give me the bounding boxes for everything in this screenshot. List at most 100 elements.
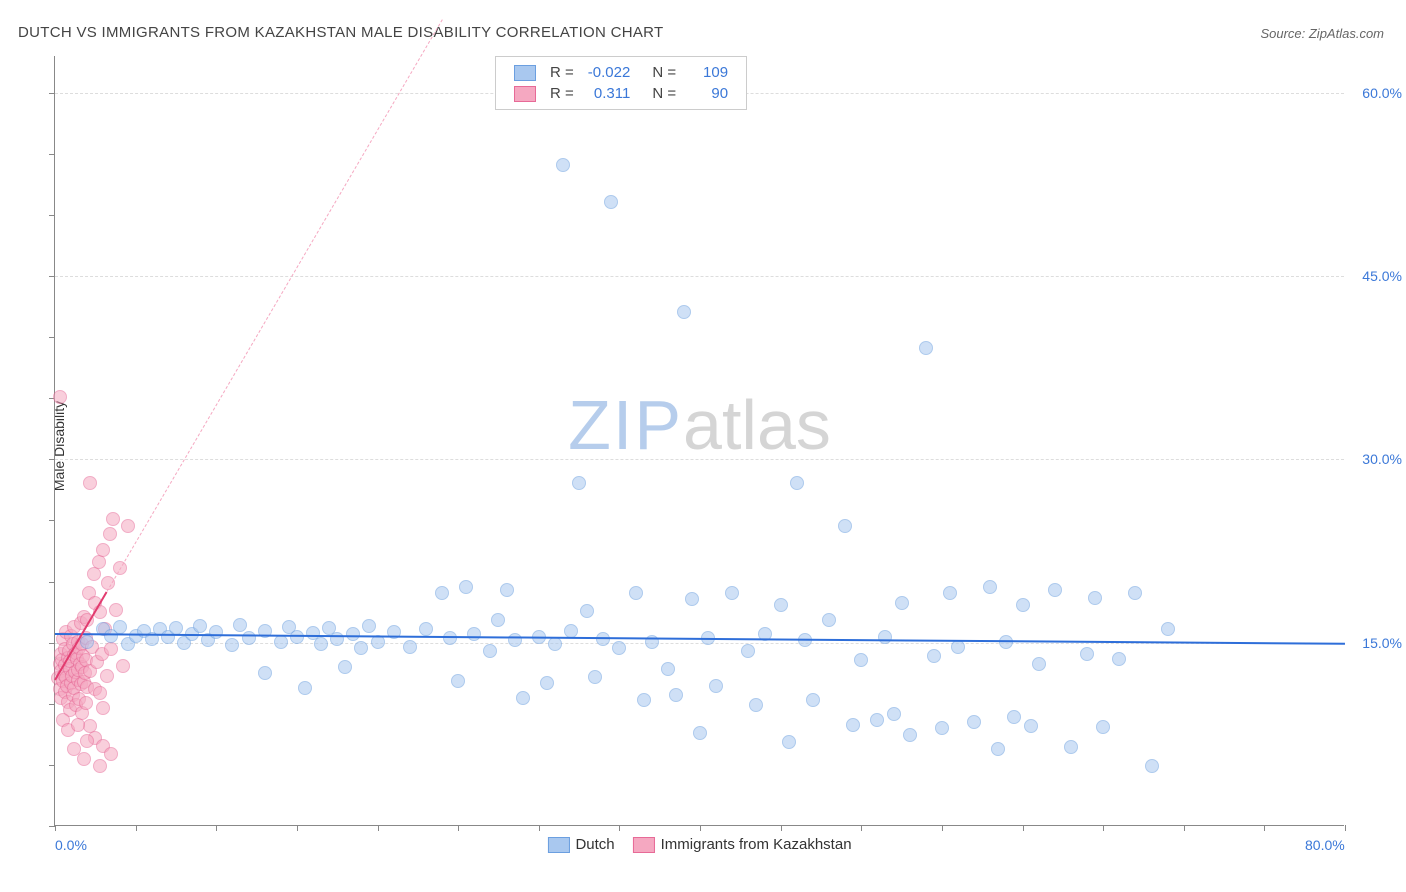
- data-point: [943, 586, 957, 600]
- n-value: 90: [684, 84, 734, 103]
- data-point: [403, 640, 417, 654]
- data-point: [1007, 710, 1021, 724]
- data-point: [80, 734, 94, 748]
- data-point: [193, 619, 207, 633]
- data-point: [685, 592, 699, 606]
- x-tick-mark: [136, 825, 137, 831]
- data-point: [588, 670, 602, 684]
- legend-swatch: [633, 837, 655, 853]
- data-point: [741, 644, 755, 658]
- data-point: [96, 701, 110, 715]
- data-point: [1161, 622, 1175, 636]
- x-tick-mark: [1023, 825, 1024, 831]
- y-tick-label: 15.0%: [1350, 635, 1402, 651]
- chart-title: DUTCH VS IMMIGRANTS FROM KAZAKHSTAN MALE…: [18, 24, 664, 41]
- data-point: [661, 662, 675, 676]
- data-point: [669, 688, 683, 702]
- y-tick-label: 45.0%: [1350, 268, 1402, 284]
- x-tick-mark: [378, 825, 379, 831]
- x-tick-mark: [781, 825, 782, 831]
- legend-label: Dutch: [575, 836, 614, 853]
- data-point: [935, 721, 949, 735]
- x-tick-mark: [700, 825, 701, 831]
- gridline-h: [55, 459, 1344, 460]
- data-point: [1024, 719, 1038, 733]
- data-point: [596, 632, 610, 646]
- data-point: [838, 519, 852, 533]
- series-legend: Dutch Immigrants from Kazakhstan: [547, 836, 851, 853]
- data-point: [274, 635, 288, 649]
- y-tick-mark: [49, 215, 55, 216]
- n-value: 109: [684, 63, 734, 82]
- watermark-atlas: atlas: [683, 386, 831, 464]
- x-tick-mark: [619, 825, 620, 831]
- data-point: [1088, 591, 1102, 605]
- trend-line: [106, 20, 442, 593]
- r-label: R =: [544, 63, 580, 82]
- data-point: [1032, 657, 1046, 671]
- data-point: [903, 728, 917, 742]
- data-point: [548, 637, 562, 651]
- data-point: [53, 390, 67, 404]
- data-point: [80, 635, 94, 649]
- data-point: [572, 476, 586, 490]
- data-point: [96, 543, 110, 557]
- data-point: [209, 625, 223, 639]
- y-tick-mark: [49, 337, 55, 338]
- data-point: [991, 742, 1005, 756]
- data-point: [233, 618, 247, 632]
- y-tick-mark: [49, 643, 55, 644]
- data-point: [79, 696, 93, 710]
- data-point: [93, 686, 107, 700]
- x-tick-mark: [55, 825, 56, 831]
- data-point: [637, 693, 651, 707]
- data-point: [483, 644, 497, 658]
- data-point: [604, 195, 618, 209]
- data-point: [806, 693, 820, 707]
- data-point: [1016, 598, 1030, 612]
- x-tick-mark: [942, 825, 943, 831]
- data-point: [71, 718, 85, 732]
- legend-item: Dutch: [547, 836, 614, 853]
- data-point: [556, 158, 570, 172]
- y-tick-mark: [49, 154, 55, 155]
- data-point: [104, 642, 118, 656]
- data-point: [927, 649, 941, 663]
- data-point: [846, 718, 860, 732]
- data-point: [467, 627, 481, 641]
- stats-row: R =-0.022N =109: [508, 63, 734, 82]
- data-point: [225, 638, 239, 652]
- r-value: 0.311: [582, 84, 637, 103]
- data-point: [790, 476, 804, 490]
- data-point: [983, 580, 997, 594]
- data-point: [109, 603, 123, 617]
- data-point: [887, 707, 901, 721]
- x-tick-mark: [539, 825, 540, 831]
- y-tick-mark: [49, 765, 55, 766]
- data-point: [1128, 586, 1142, 600]
- plot-area: ZIPatlas R =-0.022N =109R =0.311N =90 Du…: [54, 56, 1344, 826]
- data-point: [113, 620, 127, 634]
- data-point: [870, 713, 884, 727]
- data-point: [77, 752, 91, 766]
- stats-row: R =0.311N =90: [508, 84, 734, 103]
- x-tick-label: 0.0%: [55, 837, 87, 853]
- data-point: [242, 631, 256, 645]
- data-point: [106, 512, 120, 526]
- data-point: [725, 586, 739, 600]
- data-point: [362, 619, 376, 633]
- r-label: R =: [544, 84, 580, 103]
- legend-item: Immigrants from Kazakhstan: [633, 836, 852, 853]
- data-point: [895, 596, 909, 610]
- x-tick-mark: [861, 825, 862, 831]
- data-point: [451, 674, 465, 688]
- legend-swatch: [514, 65, 536, 81]
- data-point: [338, 660, 352, 674]
- data-point: [693, 726, 707, 740]
- data-point: [677, 305, 691, 319]
- gridline-h: [55, 276, 1344, 277]
- data-point: [354, 641, 368, 655]
- data-point: [92, 555, 106, 569]
- n-label: N =: [638, 84, 682, 103]
- data-point: [1145, 759, 1159, 773]
